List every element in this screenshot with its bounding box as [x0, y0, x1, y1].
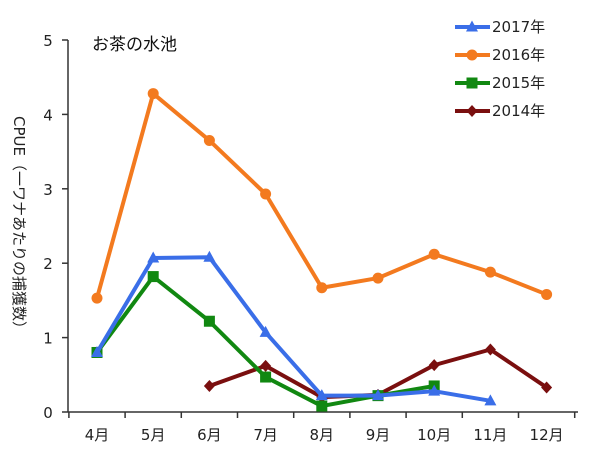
y-tick-label: 0: [43, 404, 53, 422]
data-point: [91, 292, 103, 304]
legend-label: 2017年: [492, 18, 545, 36]
legend-label: 2014年: [492, 102, 545, 120]
data-point: [203, 134, 215, 146]
x-tick-label: 11月: [473, 426, 507, 444]
data-point: [428, 248, 440, 260]
chart-title: お茶の水池: [92, 35, 177, 55]
legend-swatch-marker: [466, 20, 478, 32]
legend-label: 2015年: [492, 74, 545, 92]
axes: [67, 40, 578, 413]
x-tick-label: 7月: [253, 426, 278, 444]
x-tick-label: 5月: [141, 426, 166, 444]
data-point: [316, 282, 328, 294]
data-point: [260, 359, 272, 372]
x-tick-label: 12月: [530, 426, 564, 444]
series-2017年: [91, 250, 497, 406]
y-tick-label: 3: [43, 181, 53, 199]
data-point: [372, 389, 384, 401]
series-layer: [91, 88, 553, 412]
data-point: [259, 325, 272, 337]
data-point: [203, 379, 215, 392]
data-point: [203, 315, 215, 327]
data-point: [91, 345, 103, 357]
y-tick-label: 1: [43, 330, 53, 348]
y-tick-label: 5: [43, 32, 53, 50]
data-point: [203, 250, 216, 262]
series-line: [95, 255, 493, 403]
legend: 2017年 2016年 2015年 2014年: [455, 18, 545, 120]
legend-swatch-marker: [466, 105, 478, 117]
data-point: [260, 188, 272, 200]
data-point: [541, 381, 553, 394]
y-tick-label: 2: [43, 255, 53, 273]
legend-swatch-marker: [466, 77, 478, 89]
data-point: [484, 394, 497, 406]
data-point: [428, 384, 441, 396]
data-point: [316, 400, 328, 412]
series-2016年: [91, 88, 553, 304]
x-tick-label: 10月: [417, 426, 451, 444]
y-axis-ticks: 0 1 2 3 4 5: [43, 32, 68, 422]
data-point: [541, 288, 553, 300]
data-point: [147, 271, 159, 283]
x-tick-label: 8月: [310, 426, 335, 444]
data-point: [315, 389, 328, 401]
data-point: [484, 266, 496, 278]
y-tick-label: 4: [43, 106, 53, 124]
x-axis-ticks: 4月 5月 6月 7月 8月 9月 10月 11月 12月: [68, 412, 576, 444]
legend-swatch-marker: [466, 49, 478, 61]
data-point: [147, 88, 159, 100]
y-axis-label: CPUE（一ワナあたりの捕獲数）: [10, 116, 28, 336]
x-tick-label: 6月: [197, 426, 222, 444]
data-point: [147, 251, 160, 263]
legend-label: 2016年: [492, 46, 545, 64]
data-point: [260, 371, 272, 383]
x-tick-label: 4月: [85, 426, 110, 444]
x-tick-label: 9月: [366, 426, 391, 444]
data-point: [484, 343, 496, 356]
data-point: [372, 272, 384, 284]
data-point: [428, 359, 440, 372]
